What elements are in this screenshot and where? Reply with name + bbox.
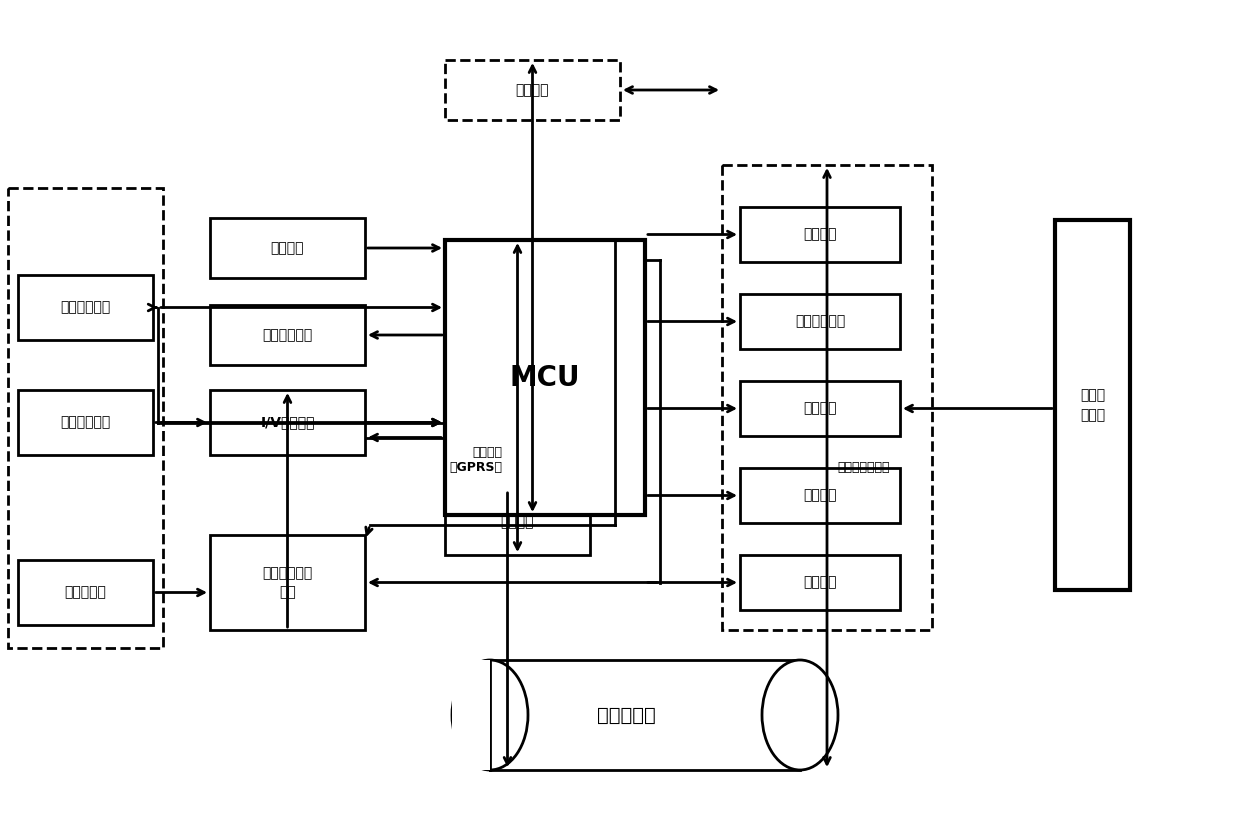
Polygon shape bbox=[19, 560, 153, 625]
Text: 参数设置: 参数设置 bbox=[804, 576, 837, 590]
Text: 量程自动切换
模块: 量程自动切换 模块 bbox=[263, 566, 312, 600]
Polygon shape bbox=[740, 207, 900, 262]
Ellipse shape bbox=[453, 660, 528, 770]
Text: 数据上传
（GPRS）: 数据上传 （GPRS） bbox=[449, 446, 502, 474]
Ellipse shape bbox=[763, 660, 838, 770]
Polygon shape bbox=[210, 390, 365, 455]
Text: 企业云平台: 企业云平台 bbox=[596, 705, 656, 725]
Polygon shape bbox=[1055, 220, 1130, 590]
Bar bbox=[453, 660, 490, 770]
Polygon shape bbox=[445, 60, 620, 120]
Text: 锈蚀状态显示: 锈蚀状态显示 bbox=[795, 314, 846, 329]
Text: 数据加密: 数据加密 bbox=[804, 227, 837, 241]
Polygon shape bbox=[740, 381, 900, 436]
Polygon shape bbox=[210, 535, 365, 630]
Text: 曲线显示: 曲线显示 bbox=[804, 488, 837, 502]
Text: 三维成图: 三维成图 bbox=[804, 402, 837, 416]
Polygon shape bbox=[19, 390, 153, 455]
Text: 维护接口: 维护接口 bbox=[516, 83, 549, 97]
Text: 数据、指令交互: 数据、指令交互 bbox=[837, 461, 889, 474]
Polygon shape bbox=[445, 240, 645, 515]
Text: MCU: MCU bbox=[510, 363, 580, 392]
Text: 功能扩展接口: 功能扩展接口 bbox=[61, 300, 110, 314]
Text: I/V转换模块: I/V转换模块 bbox=[260, 416, 315, 429]
Text: 通讯模块: 通讯模块 bbox=[501, 515, 534, 529]
Text: 数据处
理软件: 数据处 理软件 bbox=[1080, 389, 1105, 422]
Text: 供电模块: 供电模块 bbox=[270, 241, 304, 255]
Polygon shape bbox=[445, 490, 590, 555]
Text: 温湿度传感器: 温湿度传感器 bbox=[61, 416, 110, 429]
Polygon shape bbox=[19, 275, 153, 340]
Text: 状态显示模块: 状态显示模块 bbox=[263, 328, 312, 342]
Polygon shape bbox=[210, 305, 365, 365]
Polygon shape bbox=[740, 555, 900, 610]
Text: 锈蚀传感器: 锈蚀传感器 bbox=[64, 586, 107, 600]
Polygon shape bbox=[210, 218, 365, 278]
Bar bbox=[490, 660, 800, 770]
Polygon shape bbox=[740, 468, 900, 523]
Polygon shape bbox=[740, 294, 900, 349]
